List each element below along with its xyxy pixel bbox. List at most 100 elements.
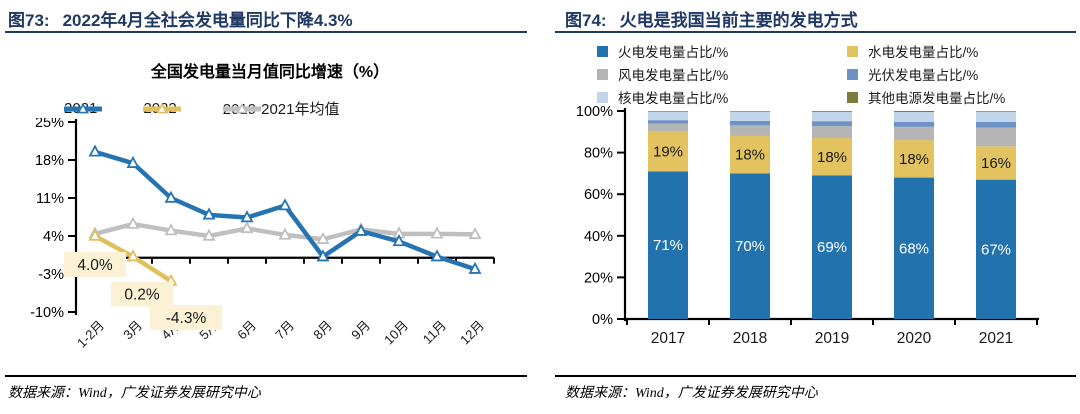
- bar-segment: [648, 131, 688, 172]
- legend-item: 风电发电量占比/%: [597, 64, 847, 84]
- bar-value-label: 18%: [735, 147, 765, 164]
- data-point-marker: [126, 155, 140, 168]
- data-point-marker: [392, 234, 406, 247]
- bar-segment: [976, 111, 1016, 112]
- y-axis-tick-label: 11%: [36, 191, 64, 207]
- bar-segment: [730, 120, 770, 126]
- y-axis-tick-label: 100%: [576, 104, 613, 120]
- bar-segment: [976, 146, 1016, 180]
- data-point-marker: [88, 144, 102, 157]
- footer-divider: [555, 375, 1076, 377]
- data-point-marker: [202, 228, 216, 241]
- data-point-marker: [316, 249, 330, 262]
- legend-label: 2019-2021年均值: [222, 101, 340, 118]
- data-point-marker: [202, 207, 216, 220]
- bar-segment: [730, 111, 770, 112]
- bar-segment: [730, 173, 770, 319]
- data-source-right: 数据来源：Wind，广发证券发展研究中心: [565, 386, 818, 401]
- y-axis-tick-label: 40%: [584, 229, 613, 245]
- figure-74-title-text: 火电是我国当前主要的发电方式: [619, 11, 858, 30]
- bar-segment: [812, 138, 852, 176]
- data-point-marker: [278, 227, 292, 240]
- title-underline: [5, 31, 527, 33]
- x-axis-tick-label: 2021: [979, 330, 1013, 347]
- bar-segment: [648, 111, 688, 121]
- x-axis-tick-label: 6月: [234, 318, 259, 343]
- point-label: 0.2%: [124, 287, 160, 304]
- legend-label: 核电发电量占比/%: [618, 91, 729, 106]
- x-axis-tick-label: 1-2月: [74, 318, 107, 351]
- data-point-marker: [88, 228, 102, 241]
- data-point-marker: [316, 231, 330, 244]
- data-point-marker: [240, 220, 254, 234]
- data-point-marker: [126, 216, 140, 229]
- x-axis-tick-label: 10月: [381, 318, 411, 348]
- legend-color-chip-icon: [597, 91, 608, 103]
- figure-73-title: 图73: 2022年4月全社会发电量同比下降4.3%: [8, 6, 353, 31]
- bar-segment: [812, 121, 852, 126]
- figure-74-title: 图74: 火电是我国当前主要的发电方式: [565, 6, 858, 31]
- legend-item: 光伏发电量占比/%: [847, 64, 1067, 84]
- bar-segment: [648, 120, 688, 124]
- y-axis-tick-label: -3%: [38, 267, 64, 283]
- bar-segment: [730, 125, 770, 136]
- legend-item: 核电发电量占比/%: [597, 87, 847, 107]
- legend-item: 火电发电量占比/%: [597, 41, 847, 61]
- bar-segment: [976, 179, 1016, 319]
- y-axis-tick-label: 0%: [592, 312, 613, 328]
- x-axis-tick-label: 3月: [120, 318, 145, 343]
- x-axis-tick-label: 2019: [815, 330, 849, 347]
- legend-color-chip-icon: [847, 45, 858, 57]
- bar-value-label: 68%: [899, 240, 929, 257]
- point-label-box: [64, 252, 126, 277]
- bar-segment: [894, 111, 934, 113]
- data-point-marker: [164, 190, 178, 203]
- bar-segment: [894, 177, 934, 319]
- x-axis-tick-label: 9月: [348, 318, 373, 343]
- line-chart: 25%18%11%4%-3%-10%1-2月3月4月5月6月7月8月9月10月1…: [30, 118, 495, 351]
- data-point-marker: [354, 223, 368, 236]
- x-axis-tick-label: 2018: [733, 330, 767, 347]
- bar-segment: [730, 111, 770, 121]
- bar-segment: [812, 125, 852, 139]
- line-series-2021: [92, 149, 478, 272]
- legend-item: 2022: [143, 100, 182, 117]
- legend-label: 水电发电量占比/%: [868, 45, 979, 60]
- title-underline: [555, 31, 1076, 33]
- y-axis-tick-label: 80%: [584, 146, 613, 162]
- data-point-marker: [430, 226, 444, 239]
- bar-value-label: 19%: [653, 144, 683, 161]
- point-label-box: [150, 305, 222, 331]
- data-point-marker: [126, 249, 140, 262]
- data-point-marker: [278, 198, 292, 211]
- bar-value-label: 69%: [817, 239, 847, 256]
- bar-segment: [976, 111, 1016, 122]
- x-axis-tick-label: 12月: [457, 318, 487, 348]
- legend-label: 光伏发电量占比/%: [868, 68, 979, 83]
- data-point-marker: [430, 249, 444, 262]
- x-axis-tick-label: 2020: [897, 330, 932, 347]
- data-point-marker: [164, 223, 178, 236]
- legend-triangle: [77, 102, 89, 113]
- bar-value-label: 16%: [981, 155, 1011, 172]
- figure-74-label: 图74:: [565, 11, 607, 30]
- legend-color-chip-icon: [847, 68, 858, 80]
- legend-item: 其他电源发电量占比/%: [847, 87, 1067, 107]
- bar-segment: [976, 121, 1016, 128]
- legend-item: 2021: [64, 100, 102, 117]
- bar-segment: [894, 121, 934, 127]
- y-axis-tick-label: 18%: [35, 153, 64, 169]
- legend-label: 火电发电量占比/%: [618, 45, 729, 60]
- x-axis-tick-label: 7月: [272, 318, 297, 343]
- legend-color-chip-icon: [847, 91, 858, 103]
- stacked-bar-chart: 0% 20% 40% 60% 80% 100% 71% 19% 2017 70% 18% 2018 69…: [576, 104, 1039, 347]
- figure-73-title-text: 2022年4月全社会发电量同比下降4.3%: [62, 11, 353, 30]
- bar-chart-legend: 火电发电量占比/% 水电发电量占比/% 风电发电量占比/% 光伏发电量占比/% 核电发电…: [597, 41, 1067, 107]
- figure-73-label: 图73:: [8, 11, 50, 30]
- bar-segment: [812, 175, 852, 319]
- x-axis-tick-label: 8月: [310, 318, 335, 343]
- legend-line-marker-icon: [222, 102, 261, 113]
- footer-divider: [5, 375, 527, 377]
- bar-value-label: 71%: [653, 237, 683, 254]
- data-point-marker: [468, 226, 482, 240]
